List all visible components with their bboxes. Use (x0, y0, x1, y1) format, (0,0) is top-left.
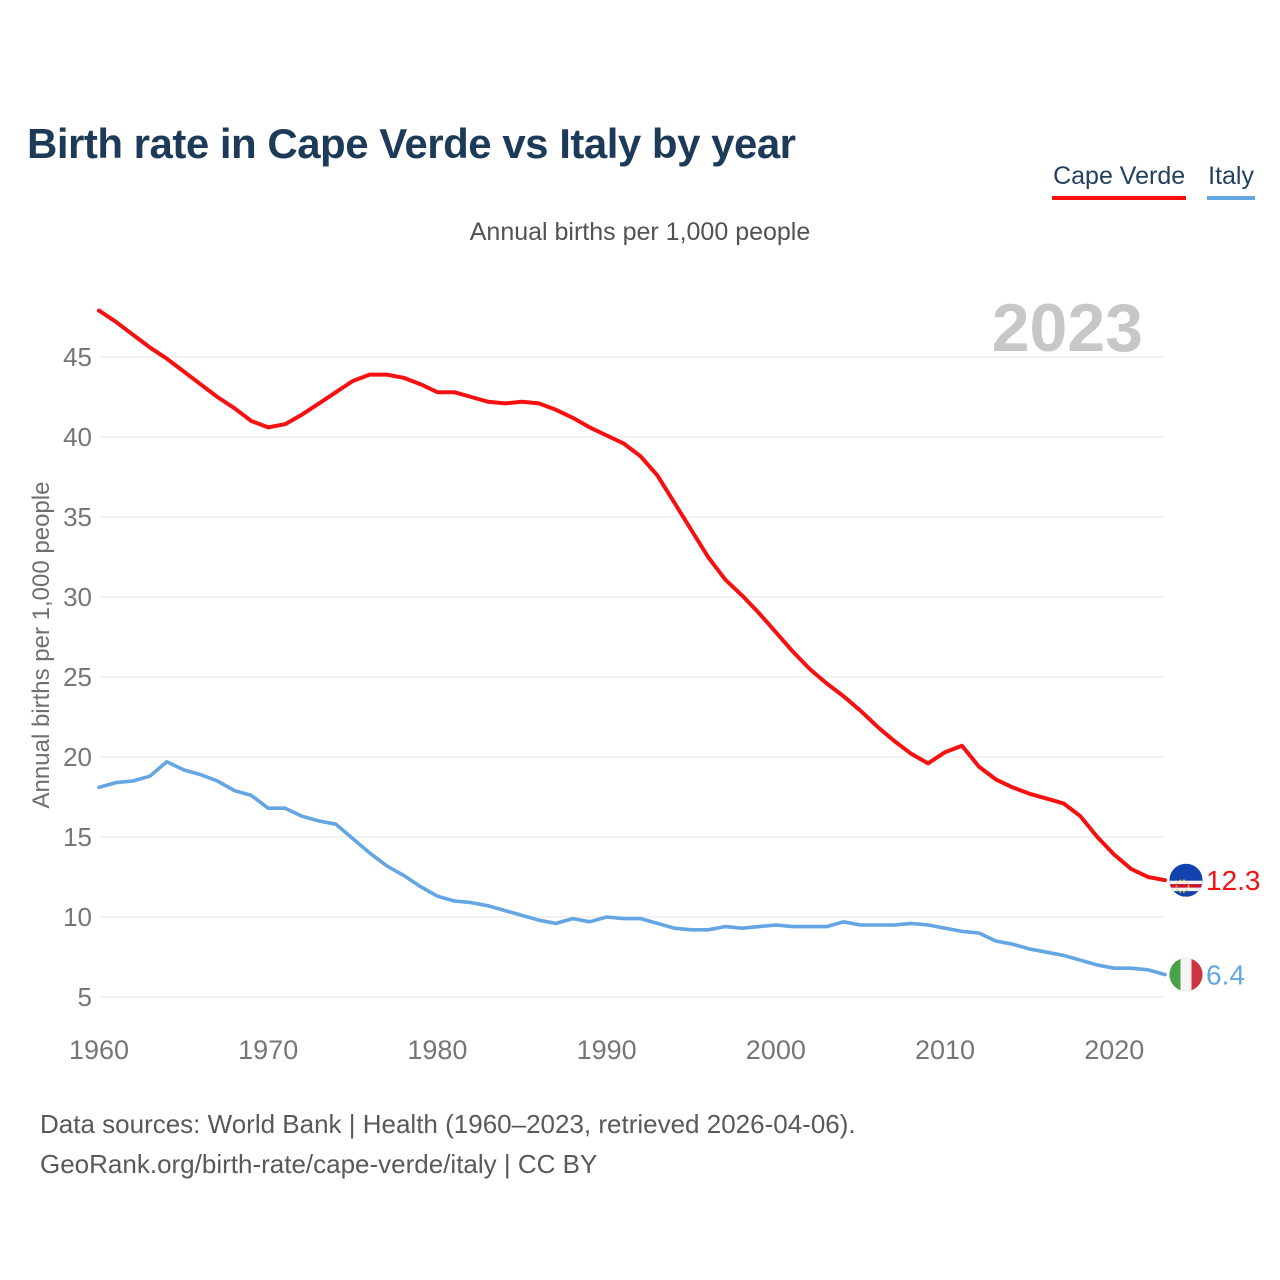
legend-label-cape-verde: Cape Verde (1053, 162, 1186, 190)
cape-verde-flag-icon (1169, 863, 1203, 897)
footer-attribution: GeoRank.org/birth-rate/cape-verde/italy … (40, 1149, 598, 1179)
cape-verde-end-value-label: 12.3 (1206, 865, 1261, 896)
legend-item-italy[interactable]: Italy (1207, 162, 1255, 200)
italy-flag-icon (1169, 958, 1203, 992)
page-title: Birth rate in Cape Verde vs Italy by yea… (27, 120, 796, 168)
cape-verde-flag-border (1169, 863, 1203, 898)
x-tick-label: 2020 (1084, 1035, 1144, 1065)
legend-label-italy: Italy (1208, 162, 1254, 190)
footer-data-sources: Data sources: World Bank | Health (1960–… (40, 1109, 856, 1139)
legend: Cape Verde Italy (1052, 162, 1255, 200)
cape-verde-line[interactable] (97, 308, 1167, 883)
italy-flag-border (1169, 957, 1203, 992)
y-tick-label: 45 (63, 342, 92, 372)
star-ring (1175, 879, 1190, 894)
footer: Data sources: World Bank | Health (1960–… (40, 1104, 856, 1184)
italy-line[interactable] (97, 759, 1167, 977)
x-tick-label: 2000 (746, 1035, 806, 1065)
y-tick-label: 25 (63, 662, 92, 692)
y-tick-label: 30 (63, 582, 92, 612)
x-tick-label: 2010 (915, 1035, 975, 1065)
italy-end-value-label: 6.4 (1206, 960, 1245, 991)
y-tick-label: 35 (63, 502, 92, 532)
chart-subtitle: Annual births per 1,000 people (469, 218, 811, 246)
y-tick-label: 40 (63, 422, 92, 452)
x-tick-label: 1980 (407, 1035, 467, 1065)
watermark-year: 2023 (991, 290, 1143, 366)
y-tick-label: 20 (63, 742, 92, 772)
x-tick-label: 1970 (238, 1035, 298, 1065)
y-tick-label: 5 (78, 982, 92, 1012)
legend-item-cape-verde[interactable]: Cape Verde (1052, 162, 1187, 200)
x-tick-label: 1960 (69, 1035, 129, 1065)
x-tick-label: 1990 (577, 1035, 637, 1065)
y-tick-label: 15 (63, 822, 92, 852)
y-tick-label: 10 (63, 902, 92, 932)
